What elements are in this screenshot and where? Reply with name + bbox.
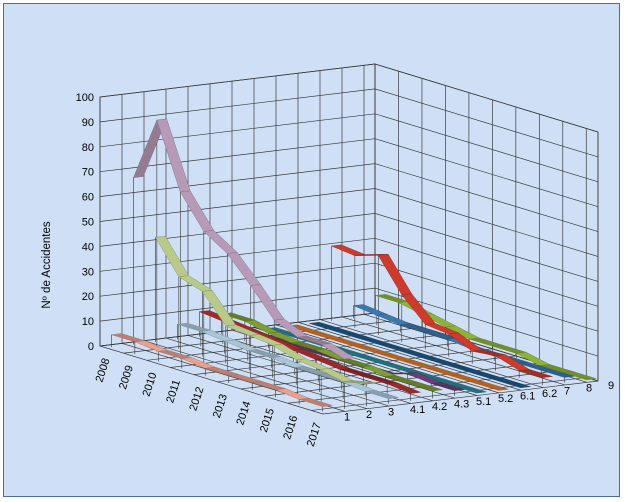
- ribbon-segment: [541, 368, 575, 378]
- ribbon-segment: [497, 379, 531, 389]
- ribbon-segment: [519, 369, 553, 378]
- series-tick-label: 6.1: [520, 391, 535, 403]
- series-tick-label: 2: [366, 409, 372, 421]
- ribbon-segment: [332, 329, 367, 338]
- ribbon-segment: [158, 350, 192, 359]
- x-tick-label: 2015: [258, 407, 277, 434]
- series-tick-label: 3: [388, 406, 394, 418]
- ribbon-segment: [428, 367, 462, 377]
- y-tick-label: 20: [82, 291, 94, 303]
- ribbon-segment: [431, 382, 465, 391]
- ribbon-segment: [450, 364, 484, 374]
- y-axis-label: Nº de Accidentes: [41, 221, 53, 309]
- series-2-ribbon: [133, 118, 356, 360]
- chart-series: [111, 118, 597, 407]
- ribbon-segment: [381, 353, 415, 363]
- x-tick-label: 2017: [305, 421, 324, 448]
- ribbon-segment: [356, 336, 390, 346]
- z-gridline-floor: [275, 324, 500, 394]
- ribbon-segment: [451, 374, 486, 384]
- x-tick-label: 2009: [117, 364, 136, 391]
- z-gridline-floor: [341, 316, 566, 386]
- z-gridline-floor: [143, 340, 368, 410]
- y-tick-label: 70: [82, 167, 94, 179]
- ribbon-segment: [403, 350, 437, 360]
- y-tick-label: 10: [82, 316, 94, 328]
- x-tick-label: 2008: [94, 357, 113, 384]
- series-tick-label: 5.1: [476, 396, 491, 408]
- ribbon-segment: [365, 390, 399, 399]
- ribbon-segment: [453, 384, 487, 394]
- series-9-ribbon: [375, 294, 597, 381]
- x-tick-label: 2011: [164, 378, 183, 404]
- ribbon-segment: [409, 382, 443, 392]
- y-tick-label: 0: [88, 341, 94, 353]
- series-tick-label: 1: [344, 412, 350, 424]
- x-tick-label: 2014: [234, 400, 253, 427]
- x-tick-label: 2012: [187, 385, 206, 412]
- series-7-ribbon: [330, 244, 553, 378]
- series-3-ribbon: [155, 235, 377, 385]
- ribbon-segment: [299, 397, 333, 407]
- ribbon-segment: [386, 382, 422, 394]
- ribbon-segment: [334, 338, 368, 348]
- y-tick-label: 60: [82, 192, 94, 204]
- series-tick-label: 4.2: [432, 401, 447, 413]
- ribbon-segment: [563, 371, 597, 381]
- y-tick-label: 40: [82, 241, 94, 253]
- ribbon-segment: [382, 363, 417, 372]
- ribbon-segment: [309, 321, 343, 331]
- z-gridline-floor: [165, 337, 390, 407]
- ribbon-segment: [343, 380, 377, 385]
- series-tick-label: 5.2: [498, 393, 513, 405]
- ribbon-segment: [473, 372, 508, 381]
- x-tick-label: 2010: [141, 371, 160, 398]
- ribbon-segment: [357, 346, 392, 355]
- series-tick-label: 6.2: [542, 388, 557, 400]
- series-6-2-ribbon: [309, 321, 531, 389]
- series-tick-label: 9: [608, 380, 614, 392]
- x-gridline-floor: [322, 380, 599, 415]
- x-gridline-floor: [311, 377, 587, 411]
- series-tick-label: 4.1: [410, 404, 425, 416]
- ribbon-segment: [475, 381, 509, 391]
- y-tick-label: 90: [82, 117, 94, 129]
- ribbon-segment: [320, 343, 356, 360]
- series-tick-label: 8: [586, 383, 592, 395]
- series-1-ribbon: [111, 333, 333, 407]
- ribbon-segment: [379, 343, 414, 353]
- series-4-3-ribbon: [221, 312, 443, 392]
- y-tick-label: 100: [76, 92, 94, 104]
- ribbon-segment: [426, 357, 461, 367]
- y-tick-label: 30: [82, 266, 94, 278]
- x-tick-label: 2013: [211, 393, 230, 420]
- series-tick-label: 7: [564, 385, 570, 397]
- y-tick-label: 50: [82, 217, 94, 229]
- series-tick-label: 4.3: [454, 399, 469, 411]
- x-tick-label: 2016: [281, 414, 300, 441]
- y-tick-label: 80: [82, 142, 94, 154]
- z-gridline-floor: [297, 321, 522, 391]
- series-6-1-ribbon: [287, 324, 509, 391]
- z-gridline-floor: [99, 345, 324, 415]
- ribbon-segment: [247, 349, 282, 359]
- z-gridline-floor: [319, 319, 544, 388]
- ribbon-segment: [404, 360, 439, 370]
